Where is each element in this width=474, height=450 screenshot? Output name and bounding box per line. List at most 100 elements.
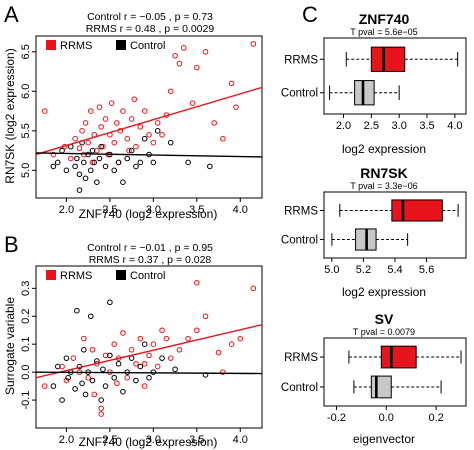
box-subtitle: T pval = 3.3e−06 bbox=[350, 181, 417, 191]
x-tick-label: 3.0 bbox=[146, 204, 161, 216]
x-tick-label: 5.2 bbox=[356, 264, 371, 276]
point-rrms bbox=[211, 120, 217, 126]
x-tick-label: 5.4 bbox=[387, 264, 402, 276]
point-control bbox=[82, 175, 89, 182]
point-control bbox=[120, 179, 126, 185]
y-axis-label: Surrogate variable bbox=[3, 297, 17, 395]
point-rrms bbox=[146, 131, 152, 138]
panel-label-c: C bbox=[302, 2, 318, 27]
y-tick-label: 6.0 bbox=[20, 84, 32, 99]
x-tick-label: 3.0 bbox=[146, 434, 161, 446]
point-control bbox=[65, 374, 71, 381]
point-control bbox=[74, 307, 80, 314]
point-control bbox=[150, 369, 157, 375]
point-rrms bbox=[63, 377, 70, 384]
box-control bbox=[354, 80, 375, 106]
point-rrms bbox=[167, 88, 174, 95]
point-control bbox=[107, 352, 113, 359]
point-control bbox=[111, 374, 118, 381]
legend: RRMS Control bbox=[46, 40, 165, 52]
point-rrms bbox=[228, 341, 235, 348]
box-control bbox=[370, 375, 392, 399]
point-control bbox=[133, 163, 139, 170]
point-rrms bbox=[220, 369, 226, 375]
point-rrms bbox=[67, 155, 74, 162]
point-rrms bbox=[89, 346, 96, 353]
point-control bbox=[159, 355, 165, 361]
point-rrms bbox=[137, 335, 144, 342]
scatter-panel-a: Control r = −0.05 , p = 0.73 RRMS r = 0.… bbox=[3, 11, 263, 221]
point-rrms bbox=[146, 352, 152, 359]
point-rrms bbox=[137, 124, 144, 130]
boxplot-znf740: ZNF740 T pval = 5.6e−05 log2 expression … bbox=[281, 11, 467, 156]
x-tick-label: 5.6 bbox=[419, 264, 434, 276]
point-control bbox=[107, 299, 113, 306]
x-tick-label: 2.5 bbox=[102, 204, 117, 216]
point-control bbox=[128, 147, 135, 154]
point-rrms bbox=[98, 124, 104, 130]
point-rrms bbox=[202, 313, 209, 320]
y-axis-label: RN7SK (log2 expression) bbox=[3, 48, 17, 183]
point-control bbox=[96, 155, 103, 162]
point-rrms bbox=[215, 349, 222, 356]
stats-line-rrms: RRMS r = 0.37 , p = 0.028 bbox=[89, 254, 212, 266]
point-control bbox=[63, 167, 70, 174]
point-rrms bbox=[233, 104, 239, 110]
x-tick-label: 3.0 bbox=[392, 120, 407, 132]
point-control bbox=[120, 388, 126, 395]
point-rrms bbox=[128, 346, 135, 353]
point-rrms bbox=[250, 41, 257, 47]
point-rrms bbox=[124, 374, 131, 381]
point-control bbox=[137, 363, 144, 370]
point-rrms bbox=[98, 405, 104, 412]
point-rrms bbox=[133, 143, 139, 150]
point-rrms bbox=[167, 355, 174, 361]
y-tick-label: 0.3 bbox=[20, 281, 32, 296]
legend-label-rrms: RRMS bbox=[60, 270, 92, 282]
panel-label-a: A bbox=[4, 2, 19, 27]
point-control bbox=[72, 386, 78, 392]
point-rrms bbox=[141, 108, 148, 114]
point-rrms bbox=[81, 335, 87, 342]
point-rrms bbox=[172, 52, 178, 59]
group-label: RRMS bbox=[284, 54, 318, 66]
point-rrms bbox=[154, 120, 161, 126]
point-control bbox=[207, 163, 213, 170]
point-rrms bbox=[250, 285, 257, 292]
point-control bbox=[87, 167, 94, 174]
point-rrms bbox=[85, 139, 91, 146]
point-control bbox=[146, 374, 152, 381]
point-rrms bbox=[50, 151, 57, 158]
scatter-panel-b: Control r = −0.01 , p = 0.95 RRMS r = 0.… bbox=[3, 242, 263, 449]
point-rrms bbox=[194, 64, 200, 71]
point-rrms bbox=[176, 346, 183, 353]
legend-swatch-rrms bbox=[46, 40, 56, 50]
x-tick-label: -0.2 bbox=[327, 412, 346, 424]
point-rrms bbox=[114, 120, 120, 126]
x-axis-label: ZNF740 (log2 expression) bbox=[79, 207, 218, 221]
box-subtitle: T pval = 0.0079 bbox=[353, 327, 415, 337]
point-rrms bbox=[87, 108, 94, 114]
legend-swatch-control bbox=[116, 270, 126, 280]
point-control bbox=[63, 355, 70, 361]
point-control bbox=[94, 179, 100, 185]
point-control bbox=[82, 391, 89, 398]
point-control bbox=[79, 380, 85, 387]
point-rrms bbox=[76, 145, 83, 152]
legend-label-rrms: RRMS bbox=[60, 40, 92, 52]
x-tick-label: 2.0 bbox=[59, 204, 74, 216]
y-tick-label: 6.5 bbox=[20, 44, 32, 59]
y-tick-label: 5.5 bbox=[20, 123, 32, 138]
point-control bbox=[89, 377, 96, 384]
point-control bbox=[76, 171, 83, 178]
point-rrms bbox=[126, 147, 132, 154]
x-tick-label: 0.2 bbox=[428, 412, 443, 424]
group-label: Control bbox=[281, 88, 318, 100]
box-subtitle: T pval = 5.6e−05 bbox=[350, 27, 417, 37]
plot-area bbox=[36, 41, 262, 193]
point-rrms bbox=[154, 363, 161, 370]
point-rrms bbox=[150, 341, 157, 348]
point-rrms bbox=[91, 391, 98, 398]
point-rrms bbox=[72, 135, 78, 142]
point-control bbox=[76, 187, 83, 193]
